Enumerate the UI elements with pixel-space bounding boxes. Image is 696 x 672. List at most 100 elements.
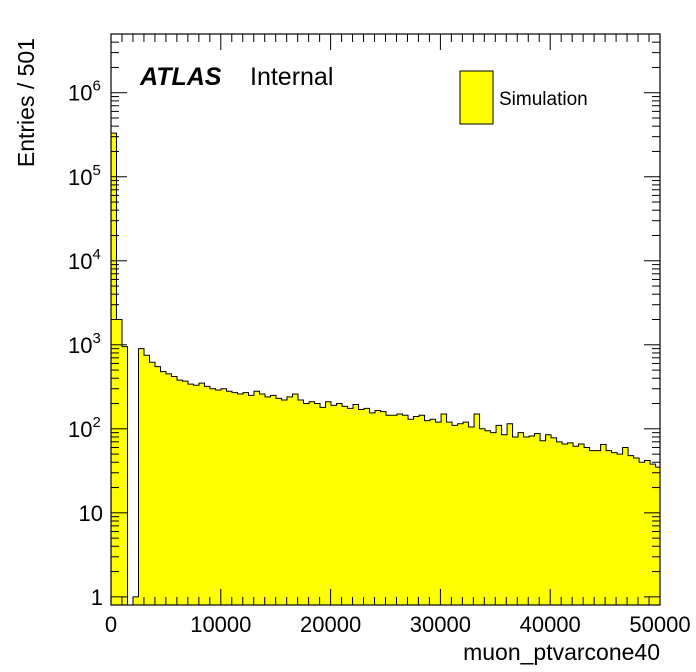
- histogram-bar: [303, 403, 310, 605]
- y-tick-label: 1: [91, 585, 103, 610]
- histogram-bar: [204, 386, 211, 605]
- tick-layer: [110, 33, 661, 605]
- histogram-bar: [507, 423, 513, 605]
- histogram-bar: [375, 410, 381, 605]
- histogram-bar: [468, 427, 475, 605]
- histogram-bar: [540, 440, 546, 605]
- histogram-bar: [545, 434, 552, 605]
- histogram-bar: [622, 447, 629, 605]
- y-tick-label: 106: [68, 78, 101, 106]
- histogram-bar: [424, 420, 431, 605]
- histogram-bar: [578, 443, 585, 605]
- histogram-bar: [496, 425, 502, 605]
- histogram-bar: [408, 419, 414, 605]
- histogram-bar: [210, 388, 216, 605]
- histogram-bar: [298, 400, 304, 605]
- histogram-bar: [144, 355, 150, 605]
- histogram-bar: [534, 433, 541, 605]
- histogram-bar: [402, 415, 409, 605]
- histogram-bar: [281, 400, 288, 605]
- x-tick-label: 40000: [520, 612, 581, 637]
- histogram-bar: [567, 442, 574, 605]
- histogram-bar: [556, 441, 563, 605]
- histogram-bar: [347, 408, 354, 605]
- histogram-bar: [171, 376, 178, 605]
- histogram-bar: [551, 437, 557, 605]
- histogram-bar: [292, 393, 299, 605]
- histogram-bar: [650, 464, 656, 605]
- histogram-bar: [342, 406, 348, 605]
- histogram-bar: [452, 425, 458, 605]
- histogram-bar: [270, 395, 277, 605]
- histogram-bar: [122, 346, 128, 605]
- histogram-bar: [485, 430, 491, 605]
- histogram-bar: [314, 403, 321, 605]
- histogram-bar: [523, 436, 530, 605]
- y-tick-label: 104: [68, 246, 101, 274]
- histogram-bar: [479, 428, 486, 605]
- histogram-bar: [501, 434, 508, 605]
- histogram-bar: [259, 393, 266, 605]
- histogram-bar: [633, 457, 640, 605]
- y-axis-title: Entries / 501: [13, 38, 39, 167]
- histogram-bar: [490, 432, 497, 605]
- histogram-bar: [617, 454, 623, 605]
- histogram-bar: [474, 414, 480, 605]
- histogram-bar: [644, 460, 651, 605]
- histogram-bar: [336, 403, 343, 605]
- histogram-bar: [457, 423, 464, 605]
- histogram-layer: [110, 132, 661, 606]
- histogram-bar: [287, 396, 293, 605]
- histogram-bar: [160, 371, 167, 605]
- histogram-bar: [446, 422, 453, 605]
- histogram-bar: [419, 415, 425, 605]
- legend-swatch-simulation: [459, 70, 494, 125]
- histogram-bar: [573, 446, 579, 605]
- histogram-bar: [320, 407, 326, 605]
- histogram-bar: [309, 401, 315, 605]
- histogram-bar: [325, 401, 332, 605]
- histogram-bar: [463, 422, 469, 605]
- x-tick-label: 50000: [629, 612, 690, 637]
- x-tick-label: 30000: [410, 612, 471, 637]
- histogram-bar: [116, 319, 123, 605]
- histogram-bar: [380, 411, 387, 605]
- histogram-bar: [232, 392, 238, 605]
- histogram-bar: [221, 388, 227, 605]
- histogram-bar: [518, 432, 524, 605]
- histogram-bar: [562, 443, 568, 605]
- histogram-bar: [430, 419, 436, 605]
- histogram-bar: [149, 362, 156, 605]
- internal-label: Internal: [250, 63, 333, 91]
- histogram-bar: [254, 391, 260, 605]
- histogram-bar: [589, 450, 596, 605]
- histogram-bar: [111, 133, 117, 605]
- histogram-bar: [138, 348, 145, 605]
- histogram-bar: [413, 416, 420, 605]
- histogram-bar: [441, 414, 447, 605]
- y-tick-label: 10: [79, 501, 103, 526]
- histogram-bar: [133, 596, 139, 605]
- histogram-bar: [391, 415, 398, 605]
- histogram-bar: [369, 412, 376, 605]
- histogram-bar: [397, 414, 403, 605]
- histogram-bar: [584, 447, 590, 605]
- x-tick-label: 10000: [190, 612, 251, 637]
- histogram-bar: [628, 455, 634, 605]
- histogram-bar: [353, 404, 359, 605]
- histogram-bar: [237, 393, 244, 605]
- x-tick-label: 20000: [300, 612, 361, 637]
- histogram-outline: [110, 132, 660, 606]
- histogram-bar: [215, 389, 222, 605]
- histogram-bar: [639, 462, 645, 605]
- histogram-bar: [358, 409, 365, 605]
- histogram-bar: [435, 422, 442, 605]
- histogram-bar: [595, 450, 601, 605]
- legend-label-simulation: Simulation: [499, 89, 588, 110]
- histogram-bar: [529, 436, 535, 605]
- histogram-bar: [155, 366, 161, 605]
- histogram-bar: [386, 415, 392, 605]
- histogram-bar: [243, 392, 249, 605]
- histogram-bar: [182, 381, 189, 605]
